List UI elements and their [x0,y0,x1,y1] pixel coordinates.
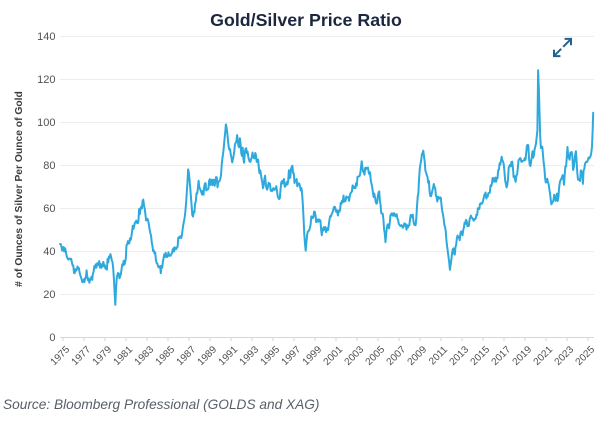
svg-text:20: 20 [43,289,55,301]
svg-text:60: 60 [43,203,55,215]
svg-text:120: 120 [37,74,55,86]
svg-text:0: 0 [49,332,55,344]
svg-text:140: 140 [37,31,55,43]
svg-text:80: 80 [43,160,55,172]
svg-text:Source: Bloomberg Professional: Source: Bloomberg Professional (GOLDS an… [3,397,319,412]
svg-text:40: 40 [43,246,55,258]
svg-text:Gold/Silver Price Ratio: Gold/Silver Price Ratio [210,10,402,30]
svg-text:# of Ounces of Silver Per Ounc: # of Ounces of Silver Per Ounce of Gold [14,91,25,287]
svg-text:100: 100 [37,117,55,129]
